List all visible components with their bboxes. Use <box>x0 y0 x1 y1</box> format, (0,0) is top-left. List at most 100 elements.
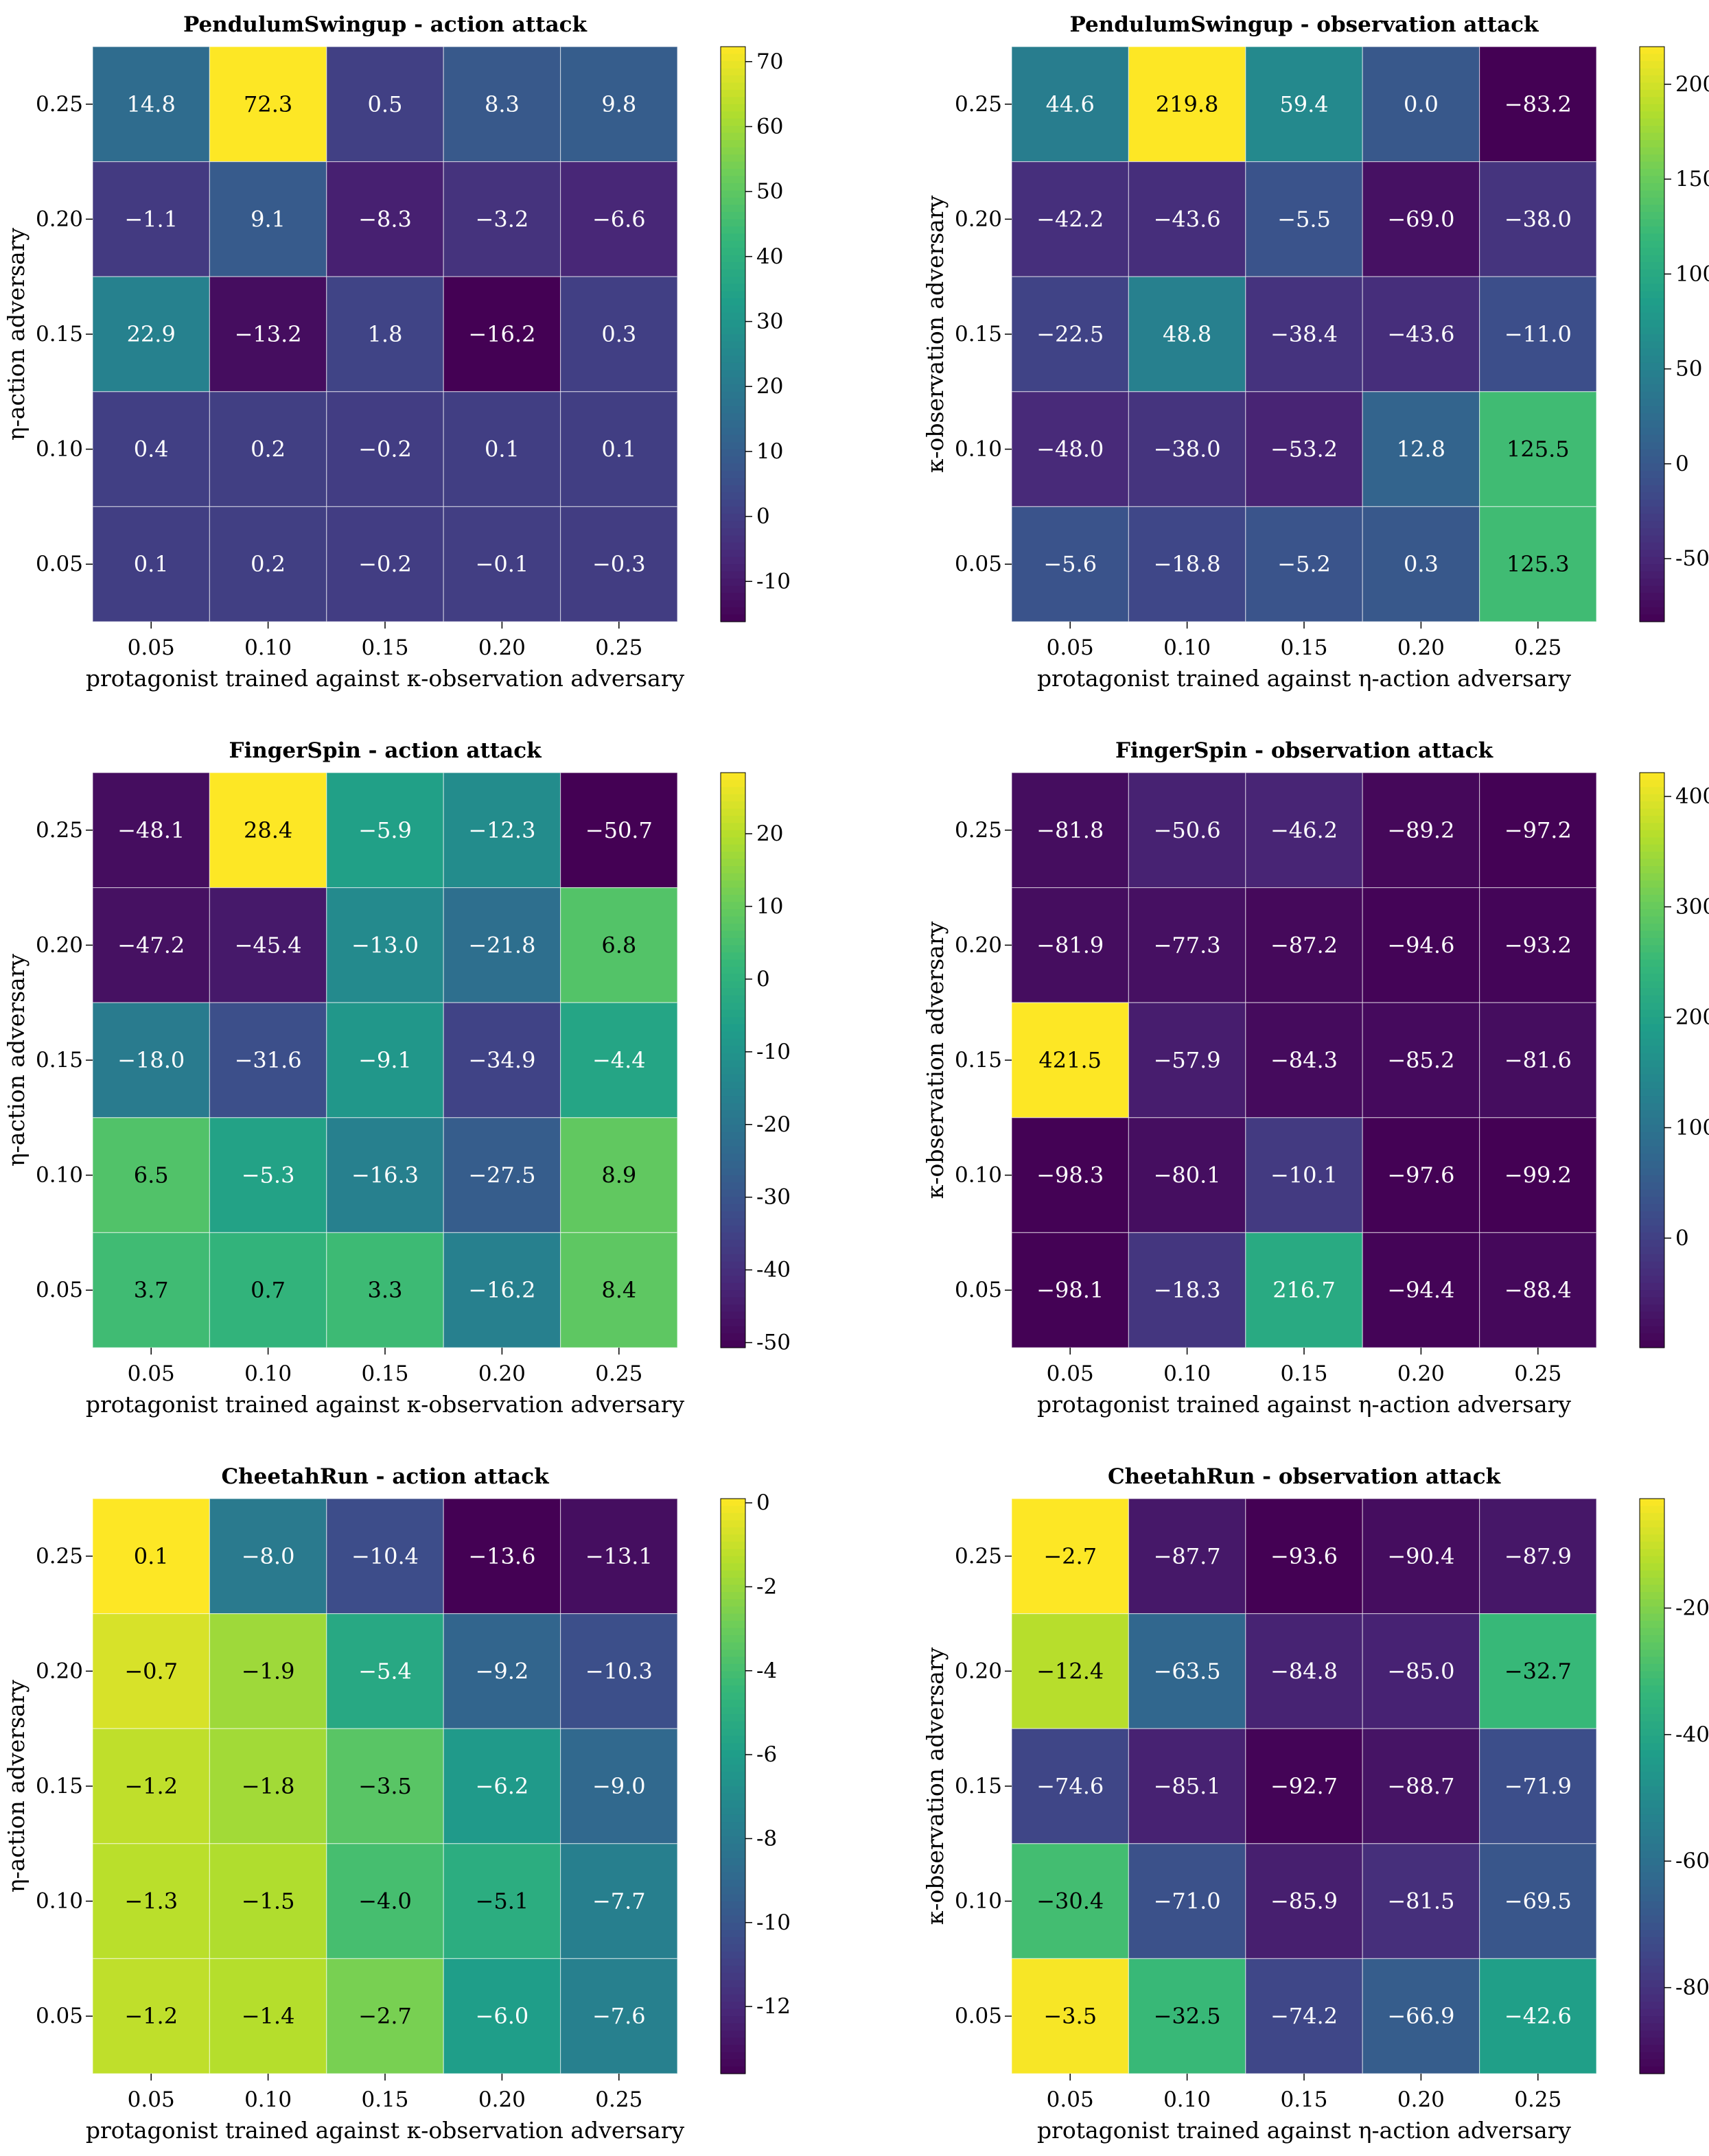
colorbar-segment <box>1640 1556 1664 1564</box>
colorbar-segment <box>1640 823 1664 831</box>
colorbar-segment <box>721 169 745 177</box>
colorbar-segment <box>1640 578 1664 587</box>
colorbar-segment <box>1640 262 1664 270</box>
heatmap-cell <box>559 1728 678 1844</box>
colorbar-segment <box>721 413 745 421</box>
cell-label: −85.0 <box>1387 1658 1454 1684</box>
colorbar-segment <box>721 773 745 781</box>
cell-label: 9.1 <box>251 206 286 232</box>
heatmap-panel-6: CheetahRun - observation attack −2.7 −87.7… <box>922 1464 1709 2144</box>
colorbar-segment <box>721 2052 745 2060</box>
colorbar-segment <box>721 1146 745 1154</box>
cell-label: −50.6 <box>1154 817 1221 843</box>
colorbar-segment <box>1640 169 1664 177</box>
cell-label: −42.2 <box>1036 206 1104 232</box>
cell-label: −99.2 <box>1504 1162 1572 1188</box>
colorbar-segment <box>1640 449 1664 457</box>
heatmap-cell <box>1362 276 1480 392</box>
colorbar-segment <box>1640 959 1664 968</box>
colorbar-segment <box>721 1772 745 1780</box>
x-tick-label: 0.25 <box>1514 2087 1561 2112</box>
colorbar-segment <box>721 2066 745 2074</box>
colorbar-segment <box>1640 887 1664 895</box>
colorbar-segment <box>1640 1282 1664 1291</box>
colorbar-segment <box>721 1046 745 1054</box>
cell-label: 0.0 <box>1404 91 1439 117</box>
x-tick-label: 0.20 <box>1397 2087 1445 2112</box>
colorbar-segment <box>1640 930 1664 939</box>
colorbar-segment <box>1640 1786 1664 1794</box>
heatmap-cell <box>443 887 561 1003</box>
colorbar-segment <box>721 262 745 270</box>
heatmap-cell <box>1011 1728 1129 1844</box>
colorbar-segment <box>1640 327 1664 335</box>
cell-label: −1.4 <box>242 2003 295 2029</box>
heatmap-cell <box>1362 506 1480 622</box>
cell-label: −1.9 <box>242 1658 295 1684</box>
cell-label: 72.3 <box>244 91 292 117</box>
colorbar-tick-label: 60 <box>756 114 783 139</box>
heatmap-cell <box>1128 1002 1246 1118</box>
colorbar-tick-label: -8 <box>756 1826 777 1851</box>
cell-label: −69.5 <box>1504 1888 1572 1914</box>
colorbar-tick-label: 0 <box>756 1490 770 1515</box>
colorbar-segment <box>721 1578 745 1586</box>
colorbar-frame <box>1639 1498 1665 2074</box>
heatmap-cell <box>1362 391 1480 507</box>
colorbar-segment <box>1640 1944 1664 1952</box>
colorbar-segment <box>1640 434 1664 443</box>
colorbar-segment <box>1640 2023 1664 2031</box>
colorbar-segment <box>1640 2045 1664 2053</box>
colorbar-segment <box>721 1189 745 1197</box>
colorbar-segment <box>721 190 745 198</box>
colorbar-segment <box>1640 1700 1664 1708</box>
colorbar-segment <box>721 564 745 572</box>
colorbar-segment <box>1640 2059 1664 2067</box>
colorbar-segment <box>1640 1621 1664 1629</box>
cell-label: −5.2 <box>1277 551 1331 577</box>
heatmap-cell <box>209 1117 327 1234</box>
heatmap-cell <box>1011 161 1129 277</box>
colorbar-segment <box>721 1936 745 1945</box>
colorbar-segment <box>1640 1628 1664 1636</box>
colorbar-segment <box>721 484 745 493</box>
y-tick-label: 0.20 <box>36 1659 83 1683</box>
cell-label: −12.4 <box>1036 1658 1104 1684</box>
cell-label: −32.7 <box>1504 1658 1572 1684</box>
colorbar-segment <box>721 104 745 112</box>
colorbar-segment <box>721 1865 745 1873</box>
heatmap-cell <box>326 506 444 622</box>
colorbar-segment <box>721 988 745 996</box>
colorbar-segment <box>721 1584 745 1593</box>
cell-label: −81.5 <box>1387 1888 1454 1914</box>
cell-label: −38.0 <box>1504 206 1572 232</box>
colorbar-segment <box>721 1814 745 1823</box>
colorbar-segment <box>1640 1254 1664 1262</box>
heatmap-cell <box>209 506 327 622</box>
colorbar-segment <box>721 269 745 277</box>
colorbar-segment <box>721 1729 745 1737</box>
heatmap-cell <box>92 161 210 277</box>
x-tick-label: 0.15 <box>361 2087 408 2112</box>
colorbar-segment <box>1640 1340 1664 1348</box>
colorbar-segment <box>721 837 745 845</box>
colorbar-segment <box>721 1671 745 1679</box>
colorbar-segment <box>721 1541 745 1549</box>
colorbar-segment <box>1640 1204 1664 1212</box>
cell-label: −0.7 <box>124 1658 178 1684</box>
colorbar-segment <box>721 1606 745 1615</box>
colorbar-segment <box>1640 420 1664 428</box>
colorbar-segment <box>721 1599 745 1607</box>
colorbar-segment <box>721 1570 745 1578</box>
heatmap-cell <box>1245 1498 1363 1615</box>
cell-label: −5.4 <box>358 1658 412 1684</box>
colorbar-segment <box>1640 60 1664 69</box>
x-axis-label: protagonist trained against η-action adv… <box>1037 2117 1571 2144</box>
colorbar-segment <box>721 1276 745 1284</box>
y-tick-label: 0.15 <box>955 1774 1002 1798</box>
cell-label: −74.2 <box>1270 2003 1338 2029</box>
colorbar-segment <box>1640 82 1664 91</box>
colorbar-segment <box>721 1527 745 1535</box>
colorbar-segment <box>721 966 745 974</box>
colorbar-segment <box>1640 571 1664 579</box>
